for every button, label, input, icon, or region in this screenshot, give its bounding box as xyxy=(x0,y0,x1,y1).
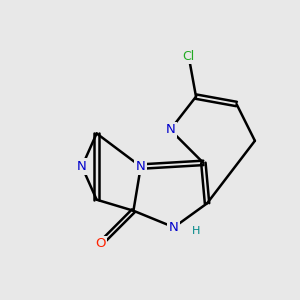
Text: N: N xyxy=(77,160,87,173)
Text: H: H xyxy=(192,226,201,236)
Text: Cl: Cl xyxy=(182,50,195,63)
Text: N: N xyxy=(136,160,146,173)
Text: N: N xyxy=(169,221,179,234)
Text: N: N xyxy=(165,123,175,136)
Text: O: O xyxy=(95,237,106,250)
